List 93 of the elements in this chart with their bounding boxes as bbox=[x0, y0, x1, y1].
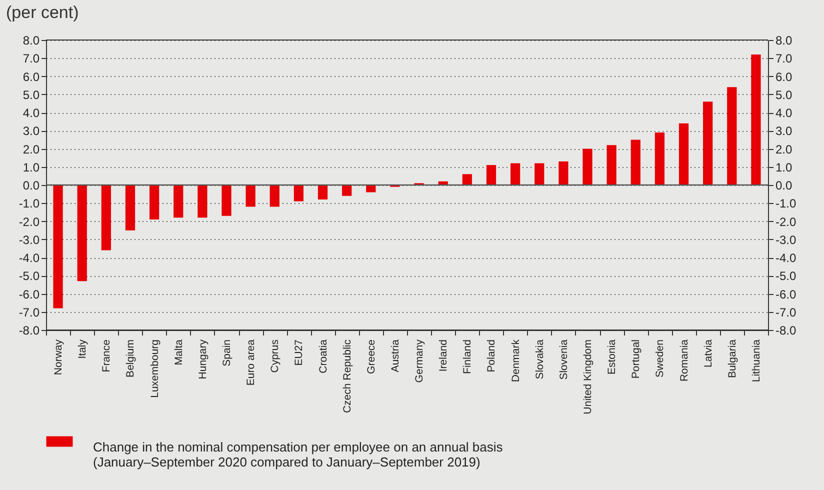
bar bbox=[534, 163, 544, 185]
bar bbox=[606, 145, 616, 185]
bar bbox=[630, 140, 640, 185]
bar bbox=[125, 185, 136, 230]
bar bbox=[751, 54, 761, 185]
y-tick-label: -5.0 bbox=[18, 269, 40, 284]
y-tick-label: -4.0 bbox=[18, 251, 40, 265]
bar bbox=[294, 185, 304, 202]
x-tick-label: Belgium bbox=[124, 339, 137, 378]
y-tick-label: 1.0 bbox=[22, 160, 40, 174]
y2-tick-label: -5.0 bbox=[776, 269, 797, 284]
x-tick-label: Estonia bbox=[606, 339, 618, 375]
bar bbox=[678, 123, 689, 185]
y2-tick-label: 2.0 bbox=[776, 142, 793, 156]
y-tick-label: 0.0 bbox=[22, 178, 40, 192]
y2-tick-label: -7.0 bbox=[776, 305, 797, 320]
bar bbox=[582, 148, 592, 185]
y2-tick-label: -8.0 bbox=[776, 324, 797, 338]
x-tick-label: France bbox=[100, 339, 113, 372]
y-tick-label: 7.0 bbox=[22, 52, 40, 66]
x-tick-label: Lithuania bbox=[750, 339, 762, 382]
y-tick-label: 2.0 bbox=[22, 142, 40, 156]
y-tick-label: -8.0 bbox=[18, 324, 40, 338]
y2-tick-label: -4.0 bbox=[776, 251, 797, 265]
y2-tick-label: -6.0 bbox=[776, 287, 797, 302]
x-tick-label: Ireland bbox=[438, 339, 450, 372]
bar bbox=[558, 161, 568, 185]
x-tick-label: Czech Republic bbox=[341, 340, 354, 414]
x-tick-label: Sweden bbox=[654, 339, 666, 378]
y-tick-label: 6.0 bbox=[22, 70, 40, 84]
bar bbox=[486, 165, 496, 185]
y2-tick-label: 7.0 bbox=[776, 52, 793, 66]
y-tick-label: -7.0 bbox=[18, 305, 40, 320]
y2-tick-label: 5.0 bbox=[776, 88, 793, 102]
bar bbox=[510, 163, 520, 185]
bar bbox=[198, 185, 208, 218]
x-tick-label: Norway bbox=[52, 338, 65, 376]
bar bbox=[703, 102, 713, 185]
y-tick-label: -3.0 bbox=[18, 232, 40, 247]
bar bbox=[149, 185, 160, 220]
y2-tick-label: -3.0 bbox=[776, 232, 797, 247]
bar bbox=[222, 185, 232, 216]
y2-tick-label: -1.0 bbox=[776, 196, 797, 211]
y-tick-label: 5.0 bbox=[22, 88, 40, 102]
x-tick-label: United Kingdom bbox=[582, 339, 594, 414]
x-tick-label: Slovakia bbox=[534, 339, 546, 380]
bar bbox=[77, 185, 87, 282]
chart-title: (per cent) bbox=[6, 3, 79, 22]
x-tick-label: Slovenia bbox=[558, 339, 570, 380]
y2-tick-label: 4.0 bbox=[776, 106, 793, 120]
y-tick-label: -2.0 bbox=[18, 214, 40, 229]
x-tick-label: Poland bbox=[486, 339, 498, 372]
bar bbox=[318, 185, 328, 200]
x-tick-label: Portugal bbox=[630, 340, 642, 379]
x-tick-label: Croatia bbox=[317, 339, 330, 374]
x-tick-label: Bulgaria bbox=[726, 339, 738, 378]
bar bbox=[270, 185, 280, 207]
y2-tick-label: -2.0 bbox=[776, 214, 797, 229]
x-tick-label: Malta bbox=[172, 339, 185, 366]
bar bbox=[342, 185, 352, 196]
y2-tick-label: 6.0 bbox=[776, 70, 793, 84]
x-tick-label: Denmark bbox=[510, 338, 522, 382]
y-tick-label: 8.0 bbox=[22, 34, 40, 48]
bar bbox=[53, 185, 63, 308]
y2-tick-label: 3.0 bbox=[776, 124, 793, 138]
x-tick-label: Hungary bbox=[196, 338, 209, 380]
x-tick-label: Italy bbox=[76, 338, 89, 359]
legend-label: Change in the nominal compensation per employee on an annual basis (January–September 2020 compared to January–September 2019) bbox=[93, 440, 504, 470]
y-tick-label: 3.0 bbox=[22, 124, 40, 138]
x-tick-label: Cyprus bbox=[269, 340, 282, 373]
x-tick-label: Romania bbox=[678, 339, 690, 382]
bar bbox=[246, 185, 256, 207]
bar bbox=[174, 185, 184, 218]
x-tick-label: Latvia bbox=[702, 339, 714, 368]
y2-tick-label: 1.0 bbox=[776, 160, 793, 174]
x-tick-label: Spain bbox=[221, 339, 233, 366]
x-tick-label: Luxembourg bbox=[148, 339, 161, 398]
y2-tick-label: 8.0 bbox=[776, 34, 793, 48]
y-tick-label: -1.0 bbox=[18, 196, 40, 211]
x-tick-label: Austria bbox=[389, 339, 402, 372]
bar bbox=[654, 132, 665, 185]
x-tick-label: Germany bbox=[414, 338, 426, 383]
x-tick-label: Euro area bbox=[245, 339, 258, 386]
bar bbox=[101, 185, 111, 250]
bar bbox=[727, 87, 737, 185]
x-tick-label: Greece bbox=[365, 339, 378, 374]
y-tick-label: 4.0 bbox=[22, 106, 40, 120]
bar bbox=[462, 174, 472, 185]
y-tick-label: -6.0 bbox=[18, 287, 40, 302]
x-tick-label: Finland bbox=[462, 339, 474, 374]
x-tick-label: EU27 bbox=[293, 339, 306, 366]
bar bbox=[366, 185, 376, 192]
y2-tick-label: 0.0 bbox=[776, 178, 793, 192]
